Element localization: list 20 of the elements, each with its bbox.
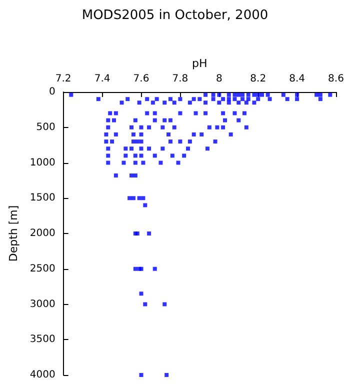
y-tick-label: 3000 — [30, 298, 56, 310]
x-tick-label: 8 — [216, 74, 222, 84]
y-tick-label: 4000 — [30, 370, 56, 380]
y-tick-label: 500 — [36, 122, 56, 133]
y-axis-title: Depth [m] — [7, 205, 20, 262]
x-tick-label: 8.4 — [289, 74, 306, 84]
x-axis-title: pH — [192, 57, 208, 70]
x-tick-label: 7.6 — [133, 74, 150, 84]
y-tick-label: 1500 — [30, 192, 56, 204]
x-tick-label: 8.6 — [328, 74, 344, 84]
y-tick-label: 3500 — [30, 334, 56, 346]
y-tick-label: 2500 — [30, 263, 56, 274]
chart-title: MODS2005 in October, 2000 — [82, 8, 268, 23]
y-tick-label: 1000 — [30, 157, 56, 168]
y-tick-label: 2000 — [30, 228, 56, 239]
x-tick-label: 8.2 — [250, 74, 266, 84]
x-tick-label: 7.8 — [172, 74, 188, 84]
x-tick-label: 7.2 — [55, 74, 72, 84]
y-tick-label: 0 — [48, 86, 56, 98]
x-tick-label: 7.4 — [94, 74, 110, 84]
